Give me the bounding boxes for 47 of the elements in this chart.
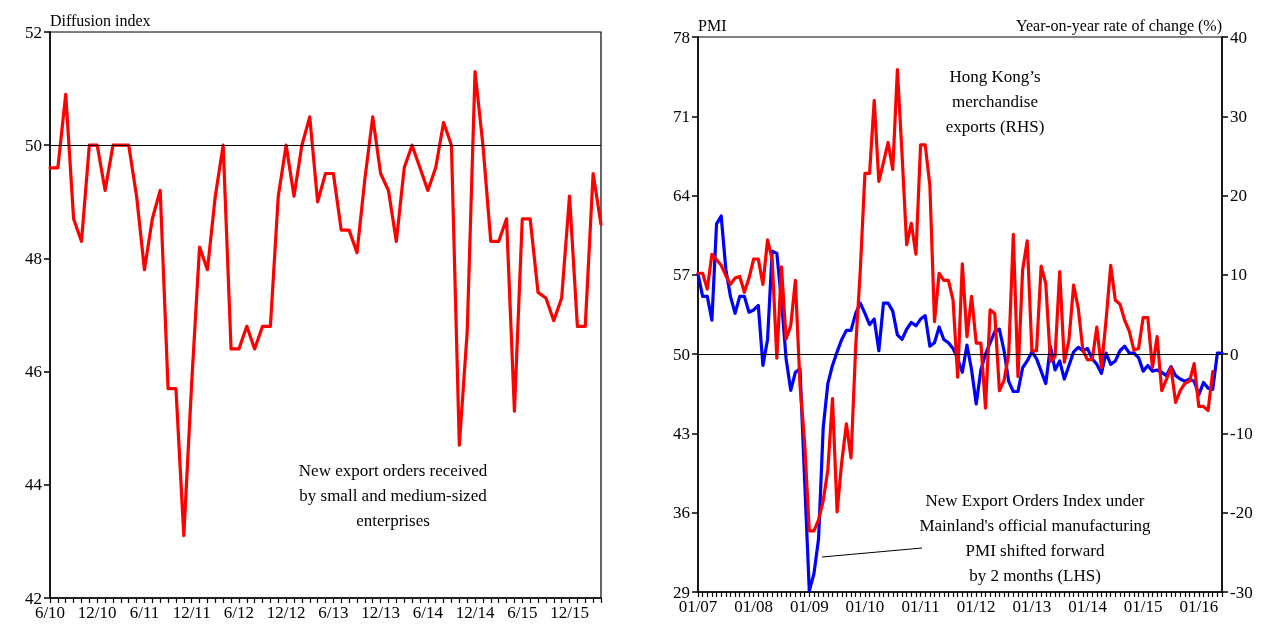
y-tick-label: 78 xyxy=(673,27,690,47)
y-tick-label: 50 xyxy=(673,344,690,364)
x-tick-label: 6/13 xyxy=(318,603,349,622)
y2-tick-label: 30 xyxy=(1230,106,1247,126)
x-tick-label: 01/12 xyxy=(956,597,996,616)
y-tick-label: 50 xyxy=(25,135,42,155)
y2-tick-label: -20 xyxy=(1230,503,1253,523)
y-axis-title: PMI xyxy=(698,16,727,34)
x-tick-label: 01/15 xyxy=(1123,597,1163,616)
y-tick-label: 44 xyxy=(25,475,43,495)
line-series xyxy=(696,67,1215,533)
x-tick-label: 6/15 xyxy=(507,603,538,622)
x-tick-label: 6/12 xyxy=(223,603,255,622)
y2-tick-label: -10 xyxy=(1230,423,1253,443)
x-tick-label: 01/08 xyxy=(734,597,774,616)
y2-tick-label: -30 xyxy=(1230,582,1253,602)
series-label: New export orders received by small and medium-sized enterprises xyxy=(298,461,488,530)
x-tick-label: 01/16 xyxy=(1179,597,1219,616)
y-tick-label: 57 xyxy=(673,265,691,285)
x-tick-label: 01/11 xyxy=(901,597,940,616)
x-tick-label: 12/12 xyxy=(266,603,306,622)
y-tick-label: 48 xyxy=(25,248,42,268)
x-tick-label: 6/11 xyxy=(129,603,160,622)
y-tick-label: 46 xyxy=(25,362,42,382)
y-tick-label: 64 xyxy=(673,186,691,206)
y2-tick-label: 0 xyxy=(1230,344,1239,364)
y2-axis-title: Year-on-year rate of change (%) xyxy=(1016,16,1222,35)
x-tick-label: 12/10 xyxy=(77,603,117,622)
x-tick-label: 12/13 xyxy=(361,603,400,622)
annotation: New Export Orders Index under Mainland's official manufacturing PMI shifted forward by 2 months (LHS) xyxy=(919,491,1152,585)
y2-tick-label: 10 xyxy=(1230,265,1247,285)
x-tick-label: 6/14 xyxy=(412,603,444,622)
y-tick-label: 71 xyxy=(673,106,690,126)
series-label: Hong Kong’s merchandise exports (RHS) xyxy=(945,67,1045,136)
x-tick-label: 12/14 xyxy=(455,603,495,622)
x-tick-label: 12/15 xyxy=(550,603,589,622)
x-tick-label: 01/14 xyxy=(1068,597,1108,616)
x-tick-label: 01/13 xyxy=(1012,597,1052,616)
y-tick-label: 52 xyxy=(25,22,42,42)
y-tick-label: 43 xyxy=(673,423,690,443)
x-tick-label: 01/10 xyxy=(845,597,885,616)
y2-tick-label: 40 xyxy=(1230,27,1247,47)
y-axis-title: Diffusion index xyxy=(50,11,151,29)
x-tick-label: 01/09 xyxy=(789,597,829,616)
y2-tick-label: 20 xyxy=(1230,186,1247,206)
x-tick-label: 12/11 xyxy=(172,603,211,622)
y-tick-label: 36 xyxy=(673,503,690,523)
